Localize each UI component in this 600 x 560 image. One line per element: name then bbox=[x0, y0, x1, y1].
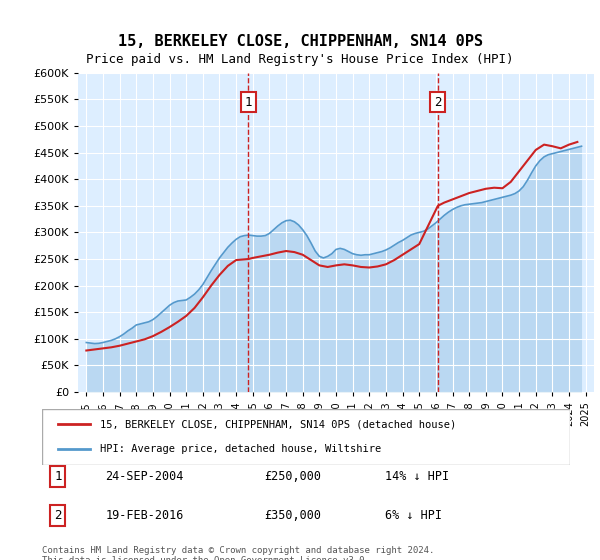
Text: 14% ↓ HPI: 14% ↓ HPI bbox=[385, 470, 449, 483]
Text: £250,000: £250,000 bbox=[264, 470, 321, 483]
Text: 1: 1 bbox=[54, 470, 62, 483]
Text: 19-FEB-2016: 19-FEB-2016 bbox=[106, 509, 184, 522]
FancyBboxPatch shape bbox=[42, 409, 570, 465]
Text: 24-SEP-2004: 24-SEP-2004 bbox=[106, 470, 184, 483]
Text: £350,000: £350,000 bbox=[264, 509, 321, 522]
Text: 2: 2 bbox=[434, 96, 442, 109]
Text: 15, BERKELEY CLOSE, CHIPPENHAM, SN14 0PS (detached house): 15, BERKELEY CLOSE, CHIPPENHAM, SN14 0PS… bbox=[100, 419, 457, 430]
Text: Price paid vs. HM Land Registry's House Price Index (HPI): Price paid vs. HM Land Registry's House … bbox=[86, 53, 514, 66]
Text: Contains HM Land Registry data © Crown copyright and database right 2024.
This d: Contains HM Land Registry data © Crown c… bbox=[42, 546, 434, 560]
Text: 1: 1 bbox=[245, 96, 252, 109]
Text: 6% ↓ HPI: 6% ↓ HPI bbox=[385, 509, 442, 522]
Text: HPI: Average price, detached house, Wiltshire: HPI: Average price, detached house, Wilt… bbox=[100, 444, 382, 454]
Text: 15, BERKELEY CLOSE, CHIPPENHAM, SN14 0PS: 15, BERKELEY CLOSE, CHIPPENHAM, SN14 0PS bbox=[118, 34, 482, 49]
Text: 2: 2 bbox=[54, 509, 62, 522]
